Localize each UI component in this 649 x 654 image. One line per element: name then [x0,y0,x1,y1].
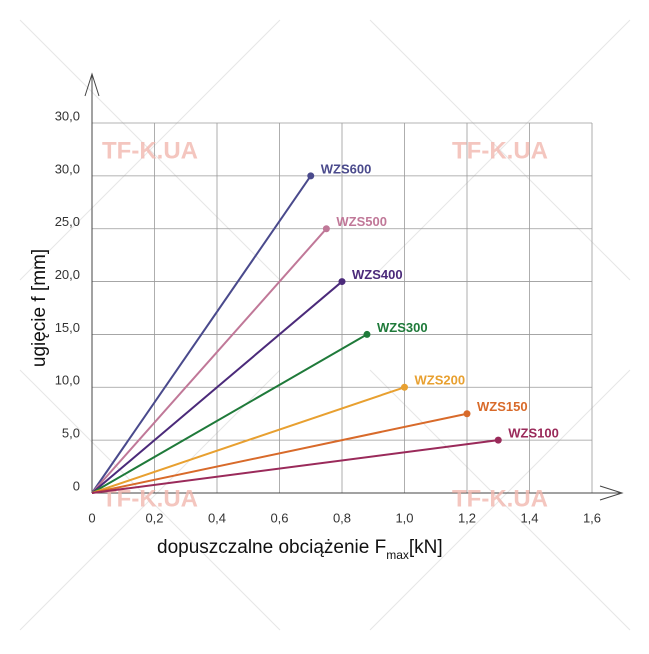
y-tick-label: 30,0 [55,108,80,123]
end-point [363,330,371,338]
background-decoration [19,19,631,631]
end-point [307,172,315,180]
x-tick-label: 1,4 [520,510,538,525]
x-tick-label: 1,2 [458,510,476,525]
y-tick-label: 20,0 [55,267,80,282]
y-tick-label: 0 [73,478,80,493]
x-tick-label: 1,6 [583,510,601,525]
series-label: WZS600 [321,161,372,176]
x-label-unit: [kN] [409,537,443,558]
x-tick-label: 0 [88,510,95,525]
series-line [91,412,468,494]
y-tick-label: 30,0 [55,161,80,176]
series-line [91,175,312,494]
series-label: WZS150 [477,399,528,414]
x-arrow [599,485,624,501]
series-label: WZS100 [508,426,559,441]
x-tick-label: 0,6 [270,510,288,525]
series-line [91,386,405,494]
watermark: TF-K.UA [102,137,198,164]
x-tick-label: 0,4 [208,510,226,525]
series-label: WZS400 [352,267,403,282]
x-label-main: dopuszczalne obciążenie F [157,537,386,558]
series-label: WZS200 [415,373,466,388]
series-line [91,280,343,494]
end-point [494,436,502,444]
series-line [91,439,499,494]
x-axis-label: dopuszczalne obciążenie Fmax[kN] [157,537,443,562]
series-line [91,333,368,494]
y-axis-label: ugięcie f [mm] [29,249,50,367]
x-tick-label: 0,8 [333,510,351,525]
end-point [322,225,330,233]
watermark: TF-K.UA [452,485,548,512]
y-tick-label: 25,0 [55,214,80,229]
y-tick-label: 5,0 [62,426,80,441]
x-label-sub: max [386,548,409,562]
x-tick-label: 1,0 [395,510,413,525]
x-tick-label: 0,2 [145,510,163,525]
y-tick-label: 15,0 [55,320,80,335]
end-point [338,278,346,286]
watermark: TF-K.UA [452,137,548,164]
end-point [401,383,408,391]
end-point [463,410,471,418]
series-label: WZS500 [336,214,387,229]
series-line [91,228,328,494]
y-tick-label: 10,0 [55,373,80,388]
y-arrow [84,72,100,97]
series-label: WZS300 [377,320,428,335]
